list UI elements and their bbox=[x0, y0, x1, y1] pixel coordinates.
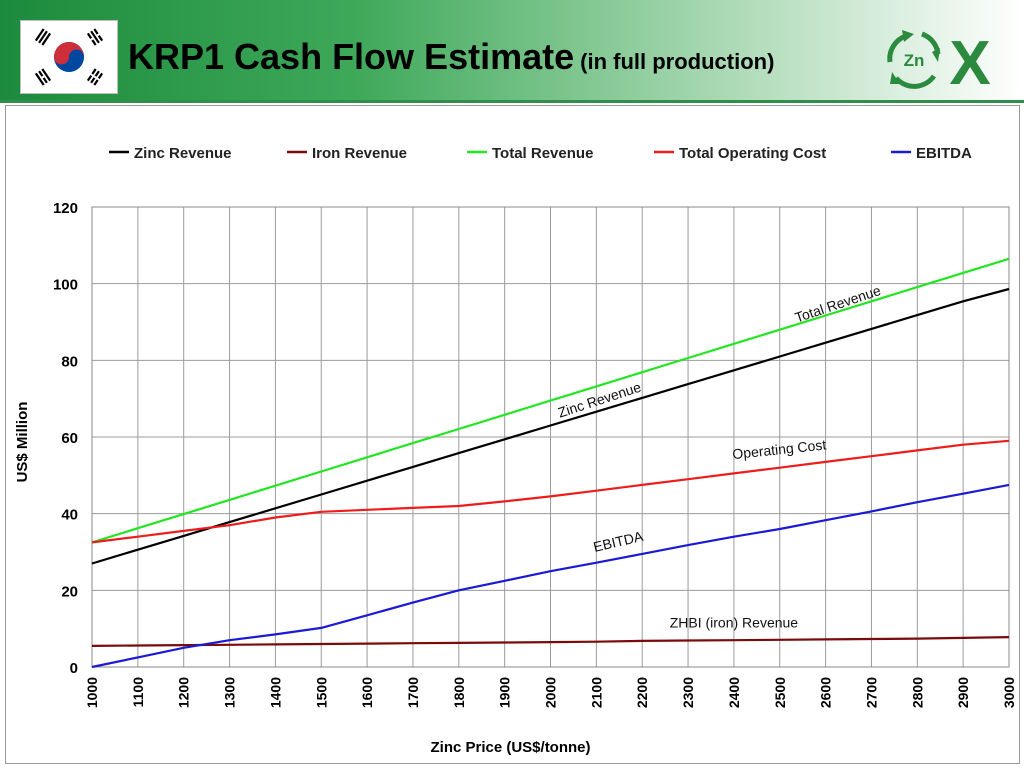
legend-label: Total Revenue bbox=[492, 145, 593, 162]
x-tick-label: 1500 bbox=[313, 677, 329, 708]
y-tick-label: 60 bbox=[61, 430, 78, 447]
x-tick-label: 2300 bbox=[680, 677, 696, 708]
chart-panel: 0 20 40 60 80 100 120 1000 1100 1200 1300 1400 1500 1… bbox=[5, 105, 1020, 764]
series-line bbox=[91, 257, 1010, 544]
legend-label: Iron Revenue bbox=[312, 145, 407, 162]
x-tick-label: 2800 bbox=[909, 677, 925, 708]
x-tick-label: 2500 bbox=[772, 677, 788, 708]
y-tick-label: 100 bbox=[53, 277, 78, 294]
x-tick-label: 1800 bbox=[451, 677, 467, 708]
logo-x-letter: X bbox=[949, 29, 990, 98]
logo-zn-text: Zn bbox=[904, 51, 925, 70]
x-tick-label: 1100 bbox=[130, 677, 146, 708]
line-chart: 0 20 40 60 80 100 120 1000 1100 1200 1300 1400 1500 1… bbox=[14, 145, 1017, 756]
y-tick-label: 0 bbox=[70, 660, 78, 677]
header-banner bbox=[0, 0, 1024, 100]
x-tick-label: 1400 bbox=[267, 677, 283, 708]
title-main: KRP1 Cash Flow Estimate bbox=[128, 36, 575, 77]
x-tick-label: 1200 bbox=[176, 677, 192, 708]
title-subtitle: (in full production) bbox=[580, 49, 775, 74]
x-tick-label: 1300 bbox=[222, 677, 238, 708]
header-divider bbox=[0, 100, 1024, 103]
series-line bbox=[91, 483, 1010, 669]
series-line bbox=[91, 287, 1010, 565]
x-tick-label: 2100 bbox=[588, 677, 604, 708]
y-tick-label: 40 bbox=[61, 507, 78, 524]
x-tick-label: 2600 bbox=[818, 677, 834, 708]
x-tick-label: 2700 bbox=[863, 677, 879, 708]
plot-area-border bbox=[91, 206, 1010, 668]
x-tick-label: 2400 bbox=[726, 677, 742, 708]
y-tick-label: 80 bbox=[61, 353, 78, 370]
legend-label: Total Operating Cost bbox=[679, 145, 826, 162]
x-tick-label: 1900 bbox=[497, 677, 513, 708]
x-axis-title: Zinc Price (US$/tonne) bbox=[430, 739, 590, 756]
page-title: KRP1 Cash Flow Estimate (in full producti… bbox=[128, 36, 774, 78]
x-tick-label: 1000 bbox=[84, 677, 100, 708]
x-tick-label: 2000 bbox=[543, 677, 559, 708]
series-line bbox=[91, 439, 1010, 544]
chart-annotation: Total Revenue bbox=[793, 282, 883, 326]
korea-flag-icon bbox=[20, 20, 118, 94]
x-tick-label: 2200 bbox=[634, 677, 650, 708]
zinc-recycle-logo-icon: Zn X bbox=[882, 18, 1002, 98]
legend-label: Zinc Revenue bbox=[134, 145, 232, 162]
x-tick-label: 2900 bbox=[955, 677, 971, 708]
x-tick-label: 3000 bbox=[1001, 677, 1017, 708]
legend-label: EBITDA bbox=[916, 145, 972, 162]
y-tick-label: 20 bbox=[61, 583, 78, 600]
chart-annotation: EBITDA bbox=[592, 528, 646, 555]
chart-annotation: ZHBI (iron) Revenue bbox=[670, 615, 799, 631]
y-tick-label: 120 bbox=[53, 200, 78, 217]
x-tick-label: 1700 bbox=[405, 677, 421, 708]
series-line bbox=[91, 636, 1010, 647]
y-axis-title: US$ Million bbox=[14, 402, 31, 483]
x-tick-label: 1600 bbox=[359, 677, 375, 708]
